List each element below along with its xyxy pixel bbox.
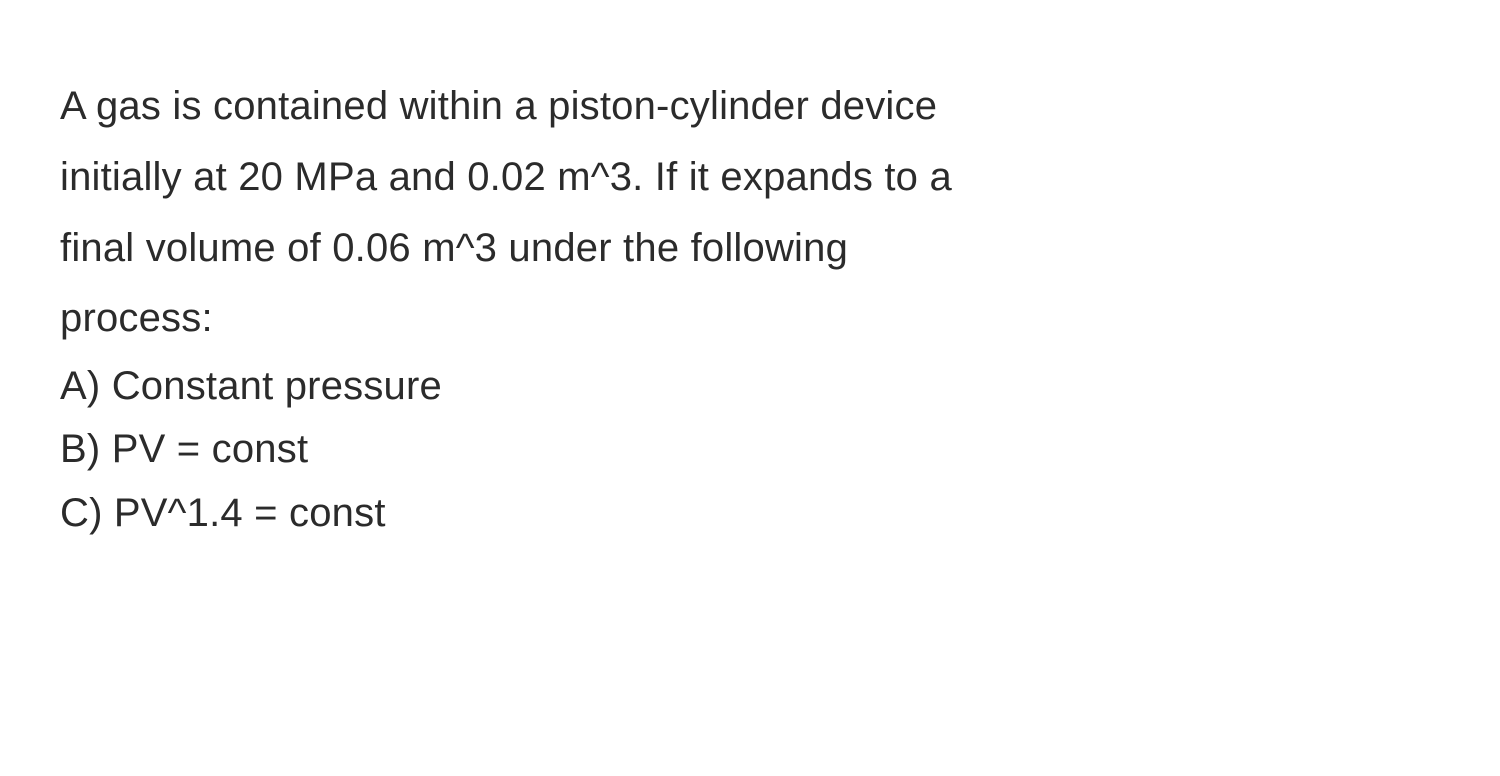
option-b: B) PV = const xyxy=(60,418,1440,481)
problem-statement-line-2: initially at 20 MPa and 0.02 m^3. If it … xyxy=(60,143,1440,212)
option-a: A) Constant pressure xyxy=(60,355,1440,418)
problem-statement-line-1: A gas is contained within a piston-cylin… xyxy=(60,72,1440,141)
problem-document: A gas is contained within a piston-cylin… xyxy=(0,0,1500,545)
option-c: C) PV^1.4 = const xyxy=(60,482,1440,545)
problem-statement-line-3: final volume of 0.06 m^3 under the follo… xyxy=(60,214,1440,283)
problem-statement-line-4: process: xyxy=(60,284,1440,353)
